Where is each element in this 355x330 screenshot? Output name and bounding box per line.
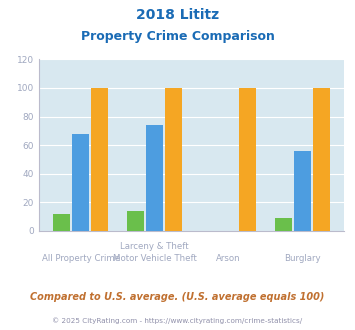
Bar bbox=[275, 218, 292, 231]
Bar bbox=[239, 88, 256, 231]
Text: Compared to U.S. average. (U.S. average equals 100): Compared to U.S. average. (U.S. average … bbox=[30, 292, 325, 302]
Bar bbox=[294, 151, 311, 231]
Text: All Property Crime: All Property Crime bbox=[42, 254, 120, 263]
Bar bbox=[165, 88, 182, 231]
Text: Motor Vehicle Theft: Motor Vehicle Theft bbox=[113, 254, 197, 263]
Bar bbox=[92, 88, 108, 231]
Text: 2018 Lititz: 2018 Lititz bbox=[136, 8, 219, 22]
Bar bbox=[146, 125, 163, 231]
Text: © 2025 CityRating.com - https://www.cityrating.com/crime-statistics/: © 2025 CityRating.com - https://www.city… bbox=[53, 317, 302, 324]
Bar bbox=[313, 88, 331, 231]
Text: Larceny & Theft: Larceny & Theft bbox=[120, 243, 189, 251]
Bar bbox=[53, 214, 70, 231]
Bar bbox=[127, 211, 144, 231]
Text: Property Crime Comparison: Property Crime Comparison bbox=[81, 30, 274, 43]
Text: Arson: Arson bbox=[217, 254, 241, 263]
Text: Burglary: Burglary bbox=[284, 254, 321, 263]
Bar bbox=[72, 134, 89, 231]
